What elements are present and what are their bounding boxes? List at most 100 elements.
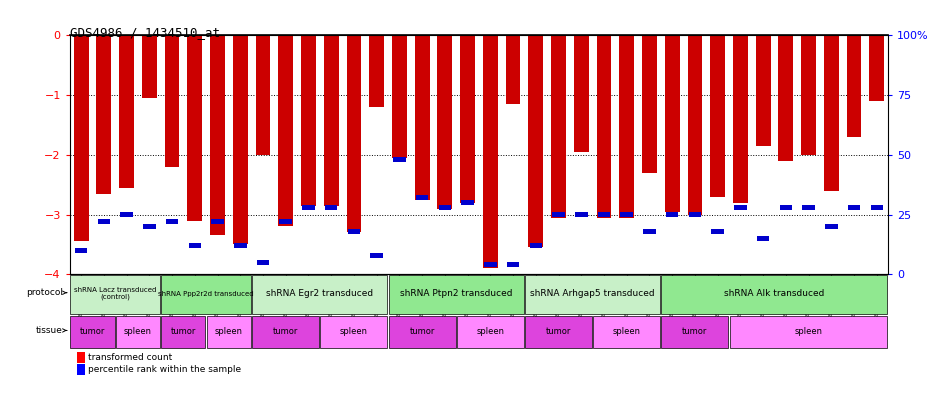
Bar (234, 243, 246, 248)
Text: shRNA Alk transduced: shRNA Alk transduced (724, 290, 825, 298)
Bar (801, 35, 816, 155)
Bar (730, 316, 887, 348)
Text: shRNA Ppp2r2d transduced: shRNA Ppp2r2d transduced (158, 291, 254, 297)
Bar (142, 35, 156, 98)
Bar (120, 212, 133, 217)
Bar (392, 35, 406, 158)
Bar (756, 35, 770, 146)
Bar (661, 275, 887, 314)
Bar (119, 35, 134, 188)
Text: protocol: protocol (26, 288, 63, 297)
Bar (116, 316, 160, 348)
Bar (76, 364, 85, 375)
Text: tumor: tumor (546, 327, 571, 336)
Bar (302, 205, 314, 210)
Bar (688, 212, 701, 217)
Bar (369, 35, 384, 107)
Bar (551, 35, 565, 217)
Bar (324, 35, 339, 206)
Bar (529, 243, 542, 248)
Bar (665, 35, 680, 211)
Text: tissue: tissue (36, 326, 63, 335)
Bar (416, 195, 429, 200)
Bar (687, 35, 702, 215)
Bar (393, 157, 405, 162)
Bar (483, 35, 498, 268)
Bar (644, 229, 656, 234)
Bar (76, 352, 85, 362)
Bar (461, 200, 474, 205)
Text: shRNA Arhgap5 transduced: shRNA Arhgap5 transduced (530, 290, 655, 298)
Bar (825, 224, 838, 229)
Bar (98, 219, 110, 224)
Bar (187, 35, 202, 220)
Bar (552, 212, 565, 217)
Bar (593, 316, 660, 348)
Bar (232, 35, 247, 244)
Bar (279, 219, 292, 224)
Bar (389, 275, 524, 314)
Bar (189, 243, 201, 248)
Bar (870, 35, 884, 101)
Bar (824, 35, 839, 191)
Text: transformed count: transformed count (88, 353, 172, 362)
Bar (437, 35, 452, 209)
Bar (525, 316, 591, 348)
Text: spleen: spleen (215, 327, 243, 336)
Bar (734, 205, 747, 210)
Text: spleen: spleen (476, 327, 504, 336)
Bar (620, 212, 633, 217)
Text: shRNA Egr2 transduced: shRNA Egr2 transduced (266, 290, 373, 298)
Bar (348, 229, 360, 234)
Text: tumor: tumor (171, 327, 196, 336)
Text: shRNA Ptpn2 transduced: shRNA Ptpn2 transduced (400, 290, 512, 298)
Text: tumor: tumor (80, 327, 105, 336)
Bar (779, 205, 792, 210)
Bar (711, 35, 725, 197)
Bar (619, 35, 634, 217)
Bar (301, 35, 316, 206)
Bar (257, 260, 270, 265)
Bar (321, 316, 387, 348)
Bar (71, 275, 160, 314)
Bar (666, 212, 679, 217)
Bar (484, 262, 497, 267)
Bar (457, 316, 524, 348)
Bar (870, 205, 883, 210)
Bar (252, 316, 319, 348)
Bar (97, 35, 112, 194)
Bar (389, 316, 456, 348)
Bar (711, 229, 724, 234)
Bar (525, 275, 660, 314)
Bar (325, 205, 338, 210)
Bar (848, 205, 860, 210)
Bar (757, 236, 769, 241)
Text: spleen: spleen (613, 327, 641, 336)
Bar (803, 205, 815, 210)
Bar (71, 316, 114, 348)
Text: percentile rank within the sample: percentile rank within the sample (88, 365, 241, 374)
Bar (846, 35, 861, 137)
Bar (252, 275, 387, 314)
Bar (506, 35, 521, 104)
Bar (778, 35, 793, 161)
Bar (211, 219, 224, 224)
Bar (166, 219, 179, 224)
Bar (642, 35, 657, 173)
Bar (733, 35, 748, 203)
Text: tumor: tumor (683, 327, 708, 336)
Bar (73, 35, 88, 241)
Bar (256, 35, 271, 155)
Bar (574, 35, 589, 152)
Bar (661, 316, 728, 348)
Bar (143, 224, 155, 229)
Bar (528, 35, 543, 247)
Bar (460, 35, 475, 203)
Bar (210, 35, 225, 235)
Text: tumor: tumor (273, 327, 299, 336)
Bar (347, 35, 361, 232)
Bar (507, 262, 519, 267)
Bar (370, 253, 383, 257)
Bar (278, 35, 293, 226)
Bar (439, 205, 451, 210)
